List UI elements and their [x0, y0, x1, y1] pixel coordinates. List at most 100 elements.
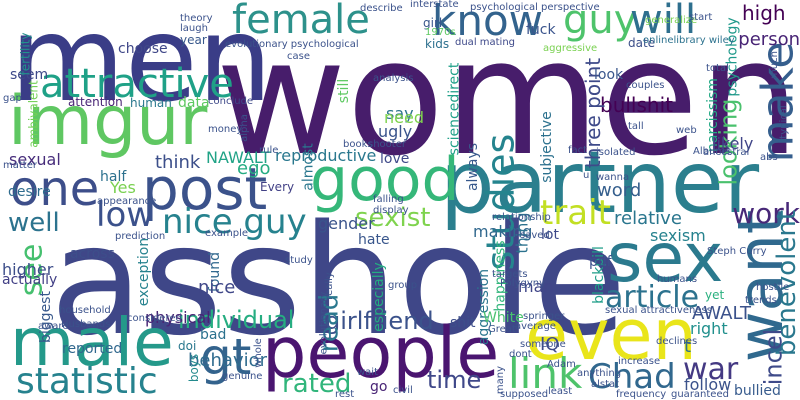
word-girlfriend: girlfriend [325, 307, 434, 335]
word-well: well [8, 208, 60, 238]
word-display: display [373, 205, 409, 216]
word-household: household [59, 305, 111, 316]
word-post: post [142, 155, 268, 223]
word-t: t [684, 336, 692, 357]
word-data: data [178, 95, 210, 111]
word-seem: seem [10, 67, 49, 83]
word-psychology: psychology [724, 17, 741, 97]
word-ambivalent: ambivalent [26, 80, 41, 148]
word-exception: exception [136, 237, 153, 307]
word-gt: gt [200, 328, 252, 386]
word-even: even [525, 294, 697, 376]
word-considered: considered [127, 313, 182, 324]
word-low: low [96, 195, 155, 235]
word-fact: fact [568, 145, 588, 156]
word-female: female [232, 0, 370, 43]
word-describe: describe [360, 3, 403, 14]
word-white: White [483, 310, 524, 326]
word-adam: Adam [547, 359, 576, 370]
word-time: time [427, 366, 482, 394]
word-really: really [323, 272, 335, 300]
word-relationship: relationship [492, 212, 551, 223]
word-half: half [100, 169, 127, 185]
word-shit: shit [450, 315, 476, 331]
word-study: study [285, 255, 313, 266]
word-matter: matter [3, 160, 37, 171]
word-bullshit: bullshit [600, 93, 673, 117]
word-psychological-perspective: psychological perspective [470, 2, 600, 13]
word-one: one [10, 161, 100, 217]
word-nawalt: NAWALT [206, 148, 271, 167]
word-u: u [583, 170, 590, 181]
word-girl: girl [423, 16, 443, 30]
word-likely: likely [712, 134, 754, 153]
word-always: always [465, 142, 482, 192]
word-least: least [548, 386, 573, 397]
word-sexual-attractiveness: sexual attractiveness [605, 305, 712, 316]
word-lot: lot [541, 227, 559, 243]
word-word: word [597, 180, 642, 201]
word-individual: individual [178, 306, 295, 334]
word-almost: almost [300, 143, 317, 191]
word-love: love [380, 151, 410, 167]
word-much: much [768, 51, 780, 79]
word-prediction: prediction [115, 231, 166, 242]
word-pdf: pdf [589, 254, 612, 270]
word-evolutionary: evolutionary [318, 291, 330, 355]
word-alpha: alpha [238, 114, 250, 142]
word-guaranteed: guaranteed [671, 389, 729, 400]
word-onlinelibrary-wiley: onlinelibrary wiley [643, 35, 735, 46]
word-conclude: conclude [208, 96, 254, 107]
word-appearance: appearance [97, 196, 157, 207]
word-web: web [676, 125, 697, 136]
word-behavior: behavior [188, 350, 268, 371]
word-nice-guy: nice guy [162, 202, 307, 242]
word-high: high [742, 1, 786, 25]
word-sexist: sexist [355, 203, 431, 233]
word-average: average [515, 321, 556, 332]
word-hostile: hostile [756, 282, 790, 293]
word-nice: nice [198, 277, 236, 298]
word-date: date [628, 36, 656, 50]
word-springer: springer [523, 311, 565, 322]
word-choose: choose [118, 41, 168, 57]
word-yes: Yes [110, 178, 136, 197]
word-theory: theory [180, 13, 213, 24]
word-albums: Albums [693, 146, 731, 157]
word-total: total [706, 63, 729, 74]
word-bad: bad [200, 327, 227, 343]
word-declines: declines [656, 336, 698, 347]
word-isolated: isolated [596, 147, 636, 158]
word-making: making [473, 222, 533, 241]
word-books: books [343, 139, 373, 150]
word-sexual: sexual [9, 150, 61, 169]
word-go: go [370, 379, 388, 395]
word-iq: IQ [540, 334, 560, 355]
word-civil: civil [393, 385, 413, 396]
word-desire: desire [8, 184, 51, 200]
word-higher: higher [2, 260, 54, 279]
word-someone: someone [520, 339, 566, 350]
word-tall: tall [628, 121, 644, 132]
word-shooter: shooter [368, 139, 406, 150]
word-trends: trends [745, 295, 777, 306]
word-alstat: alstat [591, 379, 620, 390]
word-fertility: fertility [18, 32, 33, 76]
word-attention: attention [68, 95, 123, 109]
word-aware: aware [38, 321, 69, 332]
word-dual-mating: dual mating [455, 37, 516, 48]
word-bullied: bullied [734, 383, 781, 399]
word-sex: sex [607, 219, 724, 298]
word-year: year [180, 33, 207, 47]
word-people: people [262, 312, 500, 394]
word-humans: humans [657, 274, 698, 285]
word-right: right [690, 319, 728, 338]
word-good: good [310, 145, 460, 215]
word-think: think [155, 152, 201, 173]
word-attractive: attractive [40, 61, 234, 107]
word-link: link [508, 349, 583, 398]
word-reproductive: reproductive [275, 146, 377, 165]
word-yet: yet [705, 288, 725, 302]
word-frequency: frequency [616, 389, 667, 400]
